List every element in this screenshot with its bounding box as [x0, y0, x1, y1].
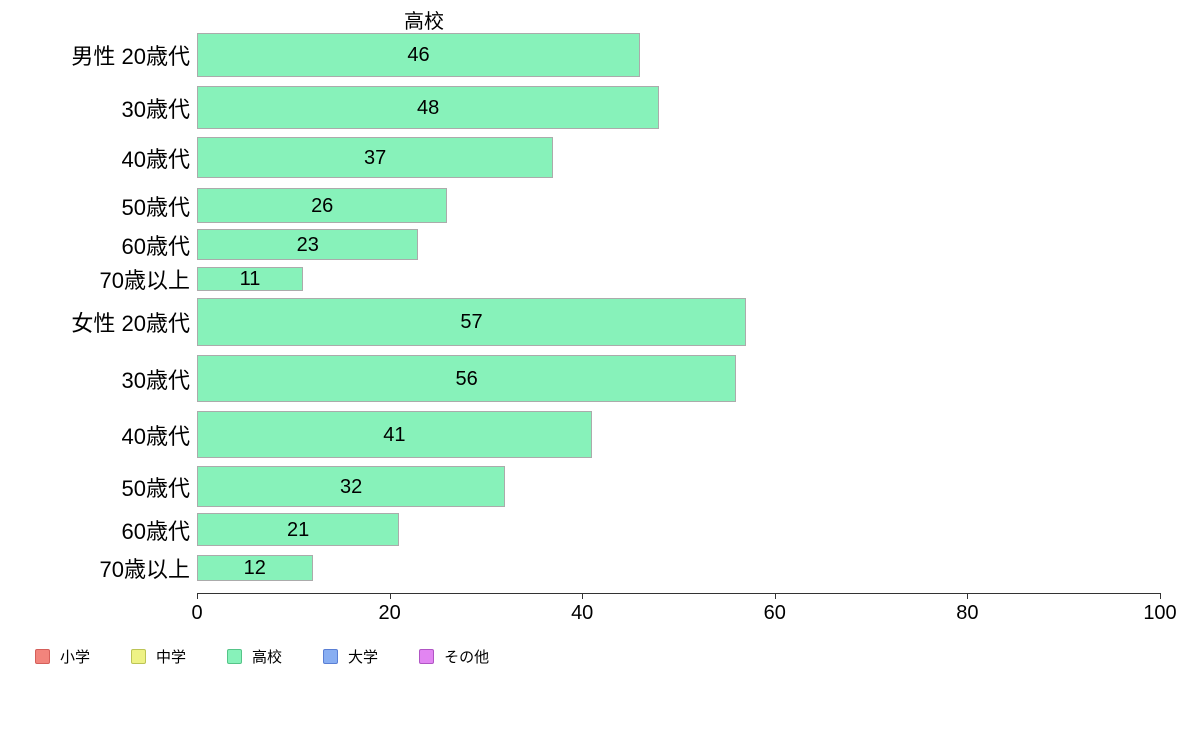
bar: 12 — [197, 555, 313, 581]
x-axis-tick-label: 20 — [378, 602, 401, 624]
x-axis-tick-label: 40 — [571, 602, 594, 624]
bar-value-label: 32 — [339, 475, 363, 498]
x-axis-tick — [1160, 593, 1161, 599]
bar-value-label: 48 — [416, 96, 440, 119]
x-axis-tick — [197, 593, 198, 599]
bar-value-label: 23 — [296, 233, 319, 256]
legend-item-2[interactable]: 中学 — [131, 646, 186, 667]
legend-swatch-icon — [131, 649, 147, 664]
x-axis-tick-label: 0 — [191, 602, 203, 624]
bar: 41 — [197, 411, 592, 458]
bar: 56 — [197, 355, 737, 402]
bar: 46 — [197, 33, 640, 77]
legend-item-5[interactable]: その他 — [419, 646, 489, 667]
legend-label: 高校 — [252, 649, 283, 666]
bar: 11 — [197, 267, 303, 291]
bar: 23 — [197, 229, 419, 260]
x-axis-tick-label: 80 — [956, 602, 979, 624]
x-axis-tick — [389, 593, 391, 599]
legend-swatch-icon — [323, 649, 339, 664]
legend-label: 大学 — [348, 649, 379, 666]
legend-swatch-icon — [227, 649, 243, 664]
y-axis-label: 女性 20歳代 — [71, 311, 190, 336]
chart-title: 高校 — [404, 11, 444, 33]
y-axis-label: 男性 20歳代 — [71, 44, 190, 69]
bar-value-label: 26 — [311, 194, 334, 217]
legend-label: 中学 — [156, 649, 187, 666]
legend-swatch-icon — [419, 649, 435, 664]
bar: 48 — [197, 86, 660, 129]
legend-label: 小学 — [60, 649, 91, 666]
y-axis-label: 40歳代 — [121, 146, 190, 172]
x-axis-line — [197, 593, 1161, 594]
bar: 57 — [197, 298, 746, 346]
y-axis-label: 50歳代 — [121, 194, 190, 220]
legend-swatch-icon — [35, 649, 50, 664]
y-axis-label: 60歳代 — [121, 233, 190, 259]
bar: 21 — [197, 513, 400, 546]
bar-value-label: 46 — [407, 44, 430, 66]
bar-value-label: 56 — [455, 367, 478, 390]
bar-value-label: 41 — [383, 423, 406, 446]
x-axis-tick-label: 60 — [763, 602, 786, 624]
x-axis-tick — [967, 593, 969, 599]
x-axis-tick-label: 100 — [1143, 602, 1177, 624]
bar-value-label: 57 — [460, 311, 483, 333]
y-axis-label: 40歳代 — [121, 423, 190, 449]
y-axis-label: 30歳代 — [121, 96, 190, 122]
y-axis-label: 60歳代 — [121, 518, 190, 544]
y-axis-label: 30歳代 — [121, 367, 190, 393]
legend-item-4[interactable]: 大学 — [323, 646, 378, 667]
legend: 小学 中学 高校 大学 その他 — [35, 646, 489, 667]
y-axis-label: 70歳以上 — [99, 268, 190, 293]
legend-item-3[interactable]: 高校 — [227, 646, 282, 667]
bar-value-label: 12 — [243, 557, 266, 579]
bar: 26 — [197, 188, 448, 223]
x-axis-tick — [774, 593, 776, 599]
bar-value-label: 37 — [364, 146, 387, 169]
bar-value-label: 11 — [239, 268, 261, 290]
legend-item-1[interactable]: 小学 — [35, 646, 90, 667]
bar: 32 — [197, 466, 506, 507]
bar: 37 — [197, 137, 554, 178]
bar-value-label: 21 — [286, 518, 310, 541]
x-axis-tick — [582, 593, 584, 599]
y-axis-label: 50歳代 — [121, 475, 190, 501]
y-axis-label: 70歳以上 — [99, 557, 190, 582]
legend-label: その他 — [444, 649, 490, 666]
